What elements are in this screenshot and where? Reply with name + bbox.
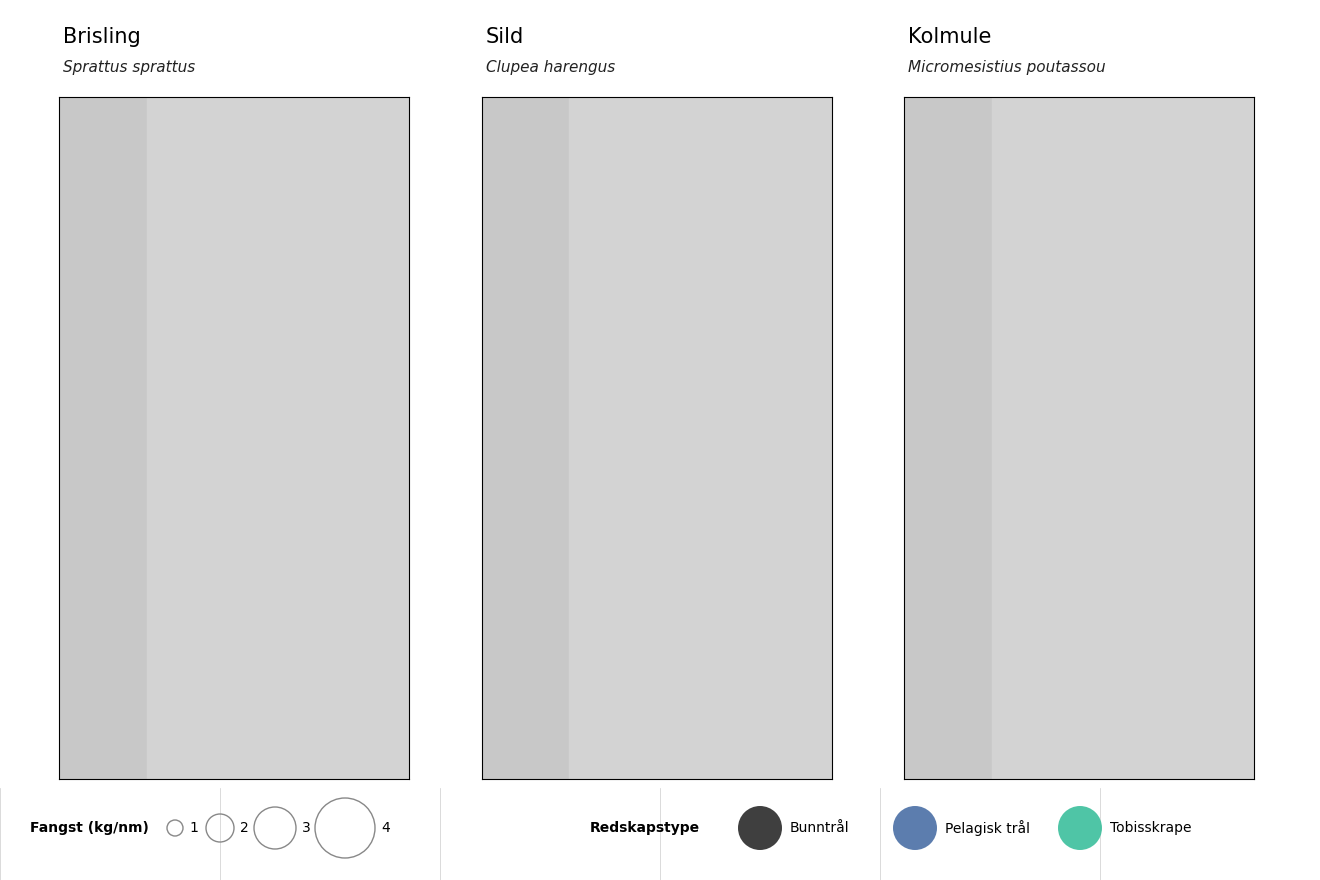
Text: Kolmule: Kolmule — [908, 26, 991, 47]
Text: 2: 2 — [240, 821, 248, 835]
Text: Fangst (kg/nm): Fangst (kg/nm) — [30, 821, 149, 835]
Circle shape — [1059, 806, 1102, 850]
Circle shape — [894, 806, 937, 850]
Circle shape — [738, 806, 781, 850]
Text: Pelagisk trål: Pelagisk trål — [945, 820, 1030, 836]
Text: Sprattus sprattus: Sprattus sprattus — [63, 60, 195, 75]
Text: Sild: Sild — [486, 26, 524, 47]
Text: 1: 1 — [189, 821, 198, 835]
Polygon shape — [569, 97, 832, 779]
Text: Micromesistius poutassou: Micromesistius poutassou — [908, 60, 1106, 75]
Text: Redskapstype: Redskapstype — [590, 821, 700, 835]
Polygon shape — [991, 97, 1254, 779]
Text: 3: 3 — [302, 821, 310, 835]
Text: Tobisskrape: Tobisskrape — [1110, 821, 1192, 835]
Text: Bunntrål: Bunntrål — [789, 821, 850, 835]
Text: Clupea harengus: Clupea harengus — [486, 60, 615, 75]
Text: Brisling: Brisling — [63, 26, 141, 47]
Text: 4: 4 — [381, 821, 389, 835]
Polygon shape — [147, 97, 409, 779]
